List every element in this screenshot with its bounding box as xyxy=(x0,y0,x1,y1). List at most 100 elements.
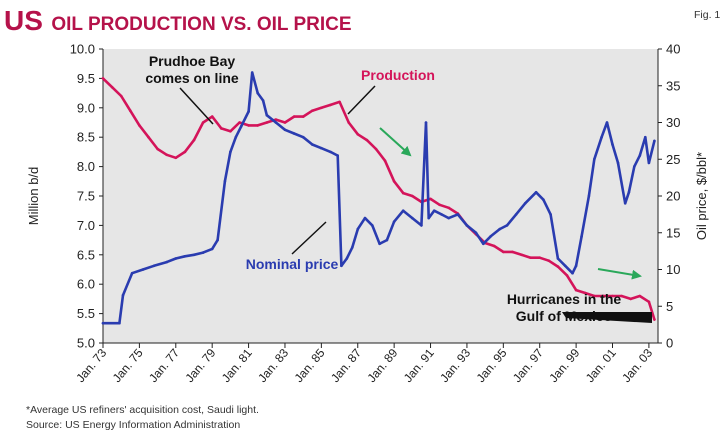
right-tick-label: 0 xyxy=(666,336,673,351)
nominal-price-point xyxy=(534,191,538,194)
nominal-price-point xyxy=(183,254,187,258)
x-tick-label: Jan. 73 xyxy=(73,346,109,385)
right-axis-label: Oil price, $/bbl* xyxy=(694,152,709,240)
nominal-price-point xyxy=(580,235,583,238)
left-tick-label: 7.0 xyxy=(77,218,95,233)
annotation-decline-arrow-2 xyxy=(597,268,642,280)
annotation-prudhoe-line1: Prudhoe Bay xyxy=(149,53,236,69)
production-point xyxy=(165,153,168,157)
nominal-price-point xyxy=(363,216,367,220)
production-point xyxy=(492,244,496,248)
production-point xyxy=(292,115,296,118)
x-tick-label: Jan. 89 xyxy=(364,346,400,385)
left-tick-label: 10.0 xyxy=(70,42,95,57)
left-tick-label: 5.0 xyxy=(77,336,95,351)
production-point xyxy=(401,191,405,195)
nominal-price-point xyxy=(653,139,656,143)
nominal-price-point xyxy=(627,191,631,194)
nominal-price-point xyxy=(542,198,545,201)
nominal-price-point xyxy=(574,264,578,268)
production-point xyxy=(602,294,605,298)
production-point xyxy=(374,147,378,151)
nominal-price-point xyxy=(432,209,436,212)
nominal-price-point xyxy=(121,293,125,297)
nominal-price-point xyxy=(229,150,232,154)
left-axis-ticks: 5.0 5.5 6.0 6.5 7.0 7.5 8.0 8.5 9.0 9.5 10.0 xyxy=(70,42,103,351)
left-tick-label: 9.0 xyxy=(77,100,95,115)
nominal-price-point xyxy=(261,99,265,102)
production-point xyxy=(147,135,150,139)
plot-area xyxy=(103,49,658,343)
nominal-price-point xyxy=(385,238,389,242)
source-note: Source: US Energy Information Administra… xyxy=(26,419,240,431)
nominal-price-point xyxy=(427,216,431,220)
nominal-price-point xyxy=(336,154,340,157)
production-point xyxy=(653,318,656,321)
x-axis-ticks: Jan. 73 Jan. 75 Jan. 77 Jan. 79 Jan. 81 Jan. … xyxy=(73,343,655,385)
annotation-hurricanes-line1: Hurricanes in the xyxy=(507,291,622,307)
nominal-price-point xyxy=(401,209,405,212)
nominal-price-point xyxy=(633,165,636,168)
nominal-price-point xyxy=(571,271,574,275)
production-point xyxy=(438,203,441,207)
annotation-price-label: Nominal price xyxy=(246,256,339,272)
nominal-price-point xyxy=(644,135,647,139)
nominal-price-point xyxy=(411,216,414,220)
chart-title: US OIL PRODUCTION VS. OIL PRICE xyxy=(4,5,352,36)
production-point xyxy=(383,159,387,162)
production-point xyxy=(392,180,396,183)
nominal-price-point xyxy=(611,143,614,146)
nominal-price-point xyxy=(514,213,518,216)
nominal-price-point xyxy=(456,213,460,216)
nominal-price-point xyxy=(265,113,269,117)
production-point xyxy=(538,256,541,260)
production-point xyxy=(210,115,214,118)
annotation-hurricanes-pointer xyxy=(562,312,652,323)
production-point xyxy=(192,138,196,142)
title-us: US xyxy=(4,5,43,36)
nominal-price-point xyxy=(240,124,243,128)
nominal-price-point xyxy=(616,161,620,165)
x-tick-label: Jan. 75 xyxy=(110,346,146,385)
nominal-price-point xyxy=(593,158,596,161)
left-tick-label: 8.5 xyxy=(77,130,95,145)
nominal-price-point xyxy=(371,224,374,227)
nominal-price-point xyxy=(292,132,296,135)
production-point xyxy=(447,206,451,210)
left-axis-label: Million b/d xyxy=(26,167,41,226)
production-point xyxy=(556,265,560,268)
x-tick-label: Jan. 01 xyxy=(583,346,619,385)
x-tick-label: Jan. 03 xyxy=(619,346,655,385)
nominal-price-point xyxy=(141,268,145,271)
production-point xyxy=(411,194,414,198)
production-point xyxy=(301,115,305,118)
x-tick-label: Jan. 95 xyxy=(474,346,510,385)
production-point xyxy=(502,250,505,254)
nominal-price-point xyxy=(440,213,443,216)
production-point xyxy=(611,294,614,298)
production-point xyxy=(265,121,269,124)
right-axis-ticks: 0 5 10 15 20 25 30 35 40 xyxy=(658,42,680,351)
right-tick-label: 20 xyxy=(666,189,680,204)
nominal-price-point xyxy=(356,227,360,231)
production-point xyxy=(347,121,351,124)
production-point xyxy=(201,121,205,124)
series-layer xyxy=(101,71,656,325)
nominal-price-point xyxy=(345,257,349,260)
nominal-price-point xyxy=(378,242,381,246)
annotation-prudhoe-line2: comes on line xyxy=(145,70,239,86)
nominal-price-point xyxy=(201,251,205,254)
left-tick-label: 6.5 xyxy=(77,247,95,262)
fig-label: Fig. 1 xyxy=(694,9,720,21)
nominal-price-point xyxy=(623,202,627,205)
production-point xyxy=(620,294,623,298)
nominal-price-point xyxy=(223,180,227,183)
right-tick-label: 15 xyxy=(666,225,680,240)
production-point xyxy=(256,124,260,127)
right-tick-label: 35 xyxy=(666,78,680,93)
x-tick-label: Jan. 99 xyxy=(546,346,582,385)
right-tick-label: 40 xyxy=(666,42,680,57)
production-point xyxy=(647,300,651,304)
annotation-price-pointer xyxy=(291,221,327,255)
